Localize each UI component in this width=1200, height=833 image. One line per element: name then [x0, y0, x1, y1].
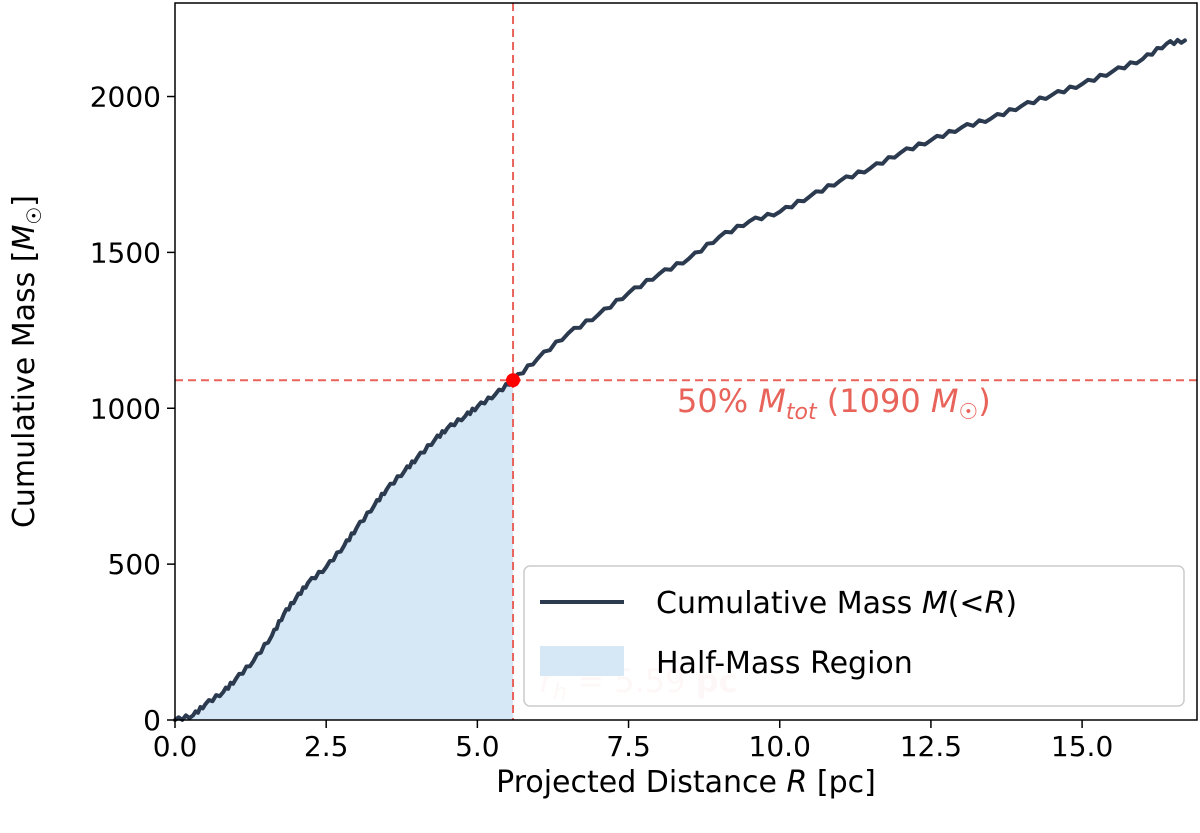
- x-tick-label: 7.5: [606, 730, 651, 763]
- half-mass-point: [506, 373, 521, 388]
- y-tick-label: 1000: [90, 392, 161, 425]
- x-axis-title: Projected Distance R [pc]: [496, 765, 876, 800]
- y-tick-label: 500: [108, 548, 161, 581]
- x-tick-label: 0.0: [153, 730, 198, 763]
- legend-box: [523, 565, 1185, 707]
- cumulative-mass-line: [173, 37, 1187, 722]
- x-tick-label: 2.5: [304, 730, 349, 763]
- x-tick-label: 12.5: [900, 730, 962, 763]
- legend-label-fill: Half-Mass Region: [656, 646, 913, 681]
- x-tick-label: 15.0: [1051, 730, 1113, 763]
- half-mass-region-fill: [175, 380, 513, 720]
- x-tick-label: 10.0: [749, 730, 811, 763]
- x-tick-label: 5.0: [455, 730, 500, 763]
- legend-fill-swatch: [540, 646, 624, 676]
- legend-label-series: Cumulative Mass M(<R): [656, 586, 1017, 621]
- y-axis-title: Cumulative Mass [M☉]: [7, 195, 46, 528]
- y-tick-label: 0: [143, 704, 161, 737]
- y-tick-label: 1500: [90, 236, 161, 269]
- y-tick-label: 2000: [90, 81, 161, 114]
- plot-frame: [174, 2, 1198, 721]
- hline-annotation: 50% Mtot (1090 M☉): [677, 382, 991, 425]
